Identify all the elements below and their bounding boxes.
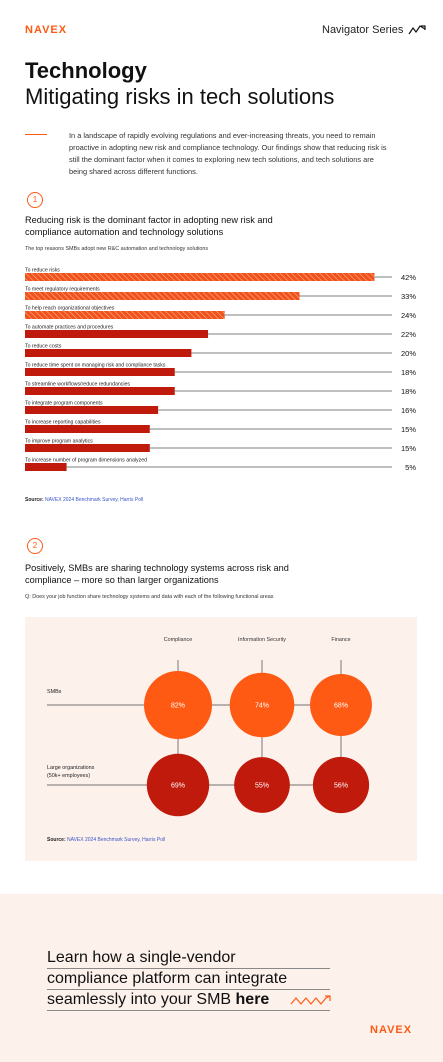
bar-value-label: 18% [401, 387, 416, 396]
bar [25, 311, 225, 319]
section1-subheading: The top reasons SMBs adopt new R&C autom… [25, 246, 209, 252]
row-label: Large organizations [47, 765, 95, 771]
bar-value-label: 15% [401, 444, 416, 453]
section2-question: Q: Does your job function share technolo… [25, 594, 274, 600]
column-header: Finance [331, 637, 350, 643]
bar [25, 463, 67, 471]
cta-line-1: Learn how a single-vendor [47, 949, 236, 966]
cta-underline-2 [47, 989, 330, 990]
bar [25, 444, 150, 452]
source-link[interactable]: NAVEX 2024 Benchmark Survey, Harris Poll [45, 497, 144, 503]
bar-label: To meet regulatory requirements [25, 287, 100, 293]
series-title: Navigator Series [322, 24, 404, 36]
bubble [144, 671, 212, 739]
column-header: Compliance [164, 637, 192, 643]
bubble-value-label: 56% [334, 783, 348, 790]
bar-value-label: 42% [401, 273, 416, 282]
bubble [146, 753, 210, 817]
intro-text: In a landscape of rapidly evolving regul… [69, 131, 387, 176]
bar-label: To increase reporting capabilities [25, 420, 101, 426]
bubble-chart-panel [25, 617, 417, 861]
bar [25, 406, 159, 414]
bubble-value-label: 55% [255, 783, 269, 790]
bubble-chart: Compliance Information Security Finance SMB… [47, 637, 372, 817]
bar-label: To improve program analytics [25, 439, 93, 445]
bar [25, 425, 150, 433]
row-label: SMBs [47, 689, 62, 695]
source-link-2[interactable]: NAVEX 2024 Benchmark Survey, Harris Poll [67, 837, 166, 843]
bar-value-label: 33% [401, 292, 416, 301]
navigator-icon [408, 25, 426, 35]
page-subtitle: Mitigating risks in tech solutions [25, 84, 335, 109]
bar-label: To help reach organizational objectives [25, 306, 115, 312]
arrow-icon[interactable] [290, 994, 332, 1006]
section-number-2: 2 [27, 538, 43, 554]
source-label-2: Source: [47, 837, 66, 843]
source-label: Source: [25, 497, 44, 503]
bar-label: To reduce risks [25, 268, 60, 274]
bar [25, 292, 300, 300]
bubble [310, 674, 372, 736]
navex-logo[interactable]: NAVEX [25, 24, 68, 36]
bubble-value-label: 68% [334, 703, 348, 710]
bar [25, 387, 175, 395]
cta-line-2: compliance platform can integrate [47, 970, 288, 987]
bar [25, 330, 209, 338]
bar-label: To streamline workflows/reduce redundanc… [25, 382, 130, 388]
bar-label: To reduce costs [25, 344, 62, 350]
cta-underline-1 [47, 968, 330, 969]
cta-underline-3 [47, 1010, 330, 1011]
cta-here-link[interactable]: here [235, 991, 270, 1008]
cta-panel [0, 894, 443, 1062]
bar-label: To reduce time spent on managing risk an… [25, 363, 166, 369]
section1-heading: Reducing risk is the dominant factor in … [25, 215, 273, 237]
section2-heading: Positively, SMBs are sharing technology … [25, 563, 289, 585]
bubble-value-label: 69% [171, 783, 185, 790]
cta-line-3: seamlessly into your SMB here [47, 990, 269, 1010]
bar-value-label: 18% [401, 368, 416, 377]
bar [25, 273, 375, 281]
bar-label: To increase number of program dimensions… [25, 458, 147, 464]
bar-label: To automate practices and procedures [25, 325, 114, 331]
page-title: Technology [25, 58, 147, 83]
section-number-1: 1 [27, 192, 43, 208]
bar [25, 349, 192, 357]
series-label: Navigator Series [322, 24, 426, 36]
intro-accent-line [25, 134, 47, 135]
bubble-value-label: 82% [171, 703, 185, 710]
cta-line-3-text: seamlessly into your SMB [47, 991, 236, 1008]
bar-value-label: 15% [401, 425, 416, 434]
bubble [229, 672, 295, 738]
footer-navex-logo[interactable]: NAVEX [370, 1024, 413, 1036]
bar-value-label: 5% [405, 463, 416, 472]
column-header: Information Security [238, 637, 286, 643]
bar [25, 368, 175, 376]
section2-source: Source: NAVEX 2024 Benchmark Survey, Har… [47, 837, 165, 843]
reasons-bar-chart: To reduce risks 42% To meet regulatory req… [25, 268, 416, 472]
bar-label: To integrate program components [25, 401, 103, 407]
bubble-value-label: 74% [255, 703, 269, 710]
bar-value-label: 24% [401, 311, 416, 320]
bubble [312, 756, 370, 814]
bar-value-label: 20% [401, 349, 416, 358]
section1-source: Source: NAVEX 2024 Benchmark Survey, Har… [25, 497, 143, 503]
row-label: (50k+ employees) [47, 773, 90, 779]
bar-value-label: 22% [401, 330, 416, 339]
bar-value-label: 16% [401, 406, 416, 415]
bubble [234, 757, 290, 813]
